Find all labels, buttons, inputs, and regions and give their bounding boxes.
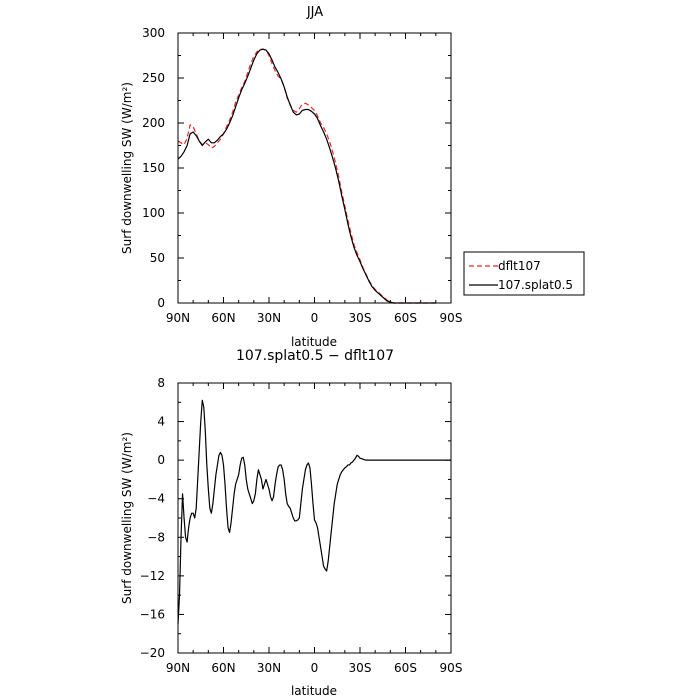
bottom-x-axis-title: latitude	[291, 684, 337, 698]
top-series-line-dflt107	[177, 48, 436, 304]
top-x-tick-label: 90S	[440, 311, 463, 325]
bottom-series-line-0	[177, 399, 451, 625]
top-panel-title: JJA	[306, 5, 323, 20]
top-series-line-107-splat0-5	[177, 48, 436, 304]
legend-label-splat: 107.splat0.5	[498, 278, 573, 292]
bottom-x-tick-label: 30N	[257, 661, 281, 675]
top-x-tick-label: 0	[311, 311, 319, 325]
bottom-x-tick-label: 60S	[394, 661, 417, 675]
bottom-y-tick-label: −4	[147, 492, 165, 506]
top-x-axis-title: latitude	[291, 335, 337, 349]
bottom-x-tick-label: 30S	[349, 661, 372, 675]
top-panel: JJA 90N 60N 30N 0 30S 60S 90S 0 50 100 150 200 250 30…	[120, 5, 462, 349]
bottom-y-tick-label: −20	[140, 646, 165, 660]
top-y-tick-label: 100	[142, 206, 165, 220]
legend-label-dflt107: dflt107	[498, 259, 541, 273]
bottom-plot-frame	[177, 382, 452, 654]
bottom-y-tick-label: 4	[157, 415, 165, 429]
legend-box	[463, 251, 585, 296]
bottom-panel: 107.splat0.5 − dflt107 90N 60N 30N 0 30S 60S 9…	[120, 348, 462, 698]
top-y-axis-title: Surf downwelling SW (W/m²)	[120, 82, 134, 254]
top-y-tick-label: 0	[157, 296, 165, 310]
bottom-y-axis-title: Surf downwelling SW (W/m²)	[120, 432, 134, 604]
top-y-tick-label: 250	[142, 71, 165, 85]
top-x-tick-label: 60S	[394, 311, 417, 325]
bottom-x-tick-label: 90S	[440, 661, 463, 675]
bottom-panel-title: 107.splat0.5 − dflt107	[236, 348, 394, 364]
bottom-y-tick-label: −16	[140, 607, 165, 621]
bottom-x-tick-label: 0	[311, 661, 319, 675]
top-y-tick-label: 200	[142, 116, 165, 130]
bottom-y-tick-label: −8	[147, 530, 165, 544]
bottom-x-tick-label: 90N	[166, 661, 190, 675]
bottom-y-tick-label: 0	[157, 453, 165, 467]
top-x-tick-label: 90N	[166, 311, 190, 325]
bottom-y-tick-label: 8	[157, 376, 165, 390]
top-plot-frame	[177, 32, 452, 304]
top-y-tick-label: 50	[150, 251, 165, 265]
top-x-tick-label: 30N	[257, 311, 281, 325]
bottom-y-tick-label: −12	[140, 569, 165, 583]
top-x-tick-label: 30S	[349, 311, 372, 325]
top-y-tick-label: 150	[142, 161, 165, 175]
legend: dflt107 107.splat0.5	[463, 251, 585, 296]
bottom-x-tick-label: 60N	[211, 661, 235, 675]
top-x-tick-label: 60N	[211, 311, 235, 325]
top-y-tick-label: 300	[142, 26, 165, 40]
